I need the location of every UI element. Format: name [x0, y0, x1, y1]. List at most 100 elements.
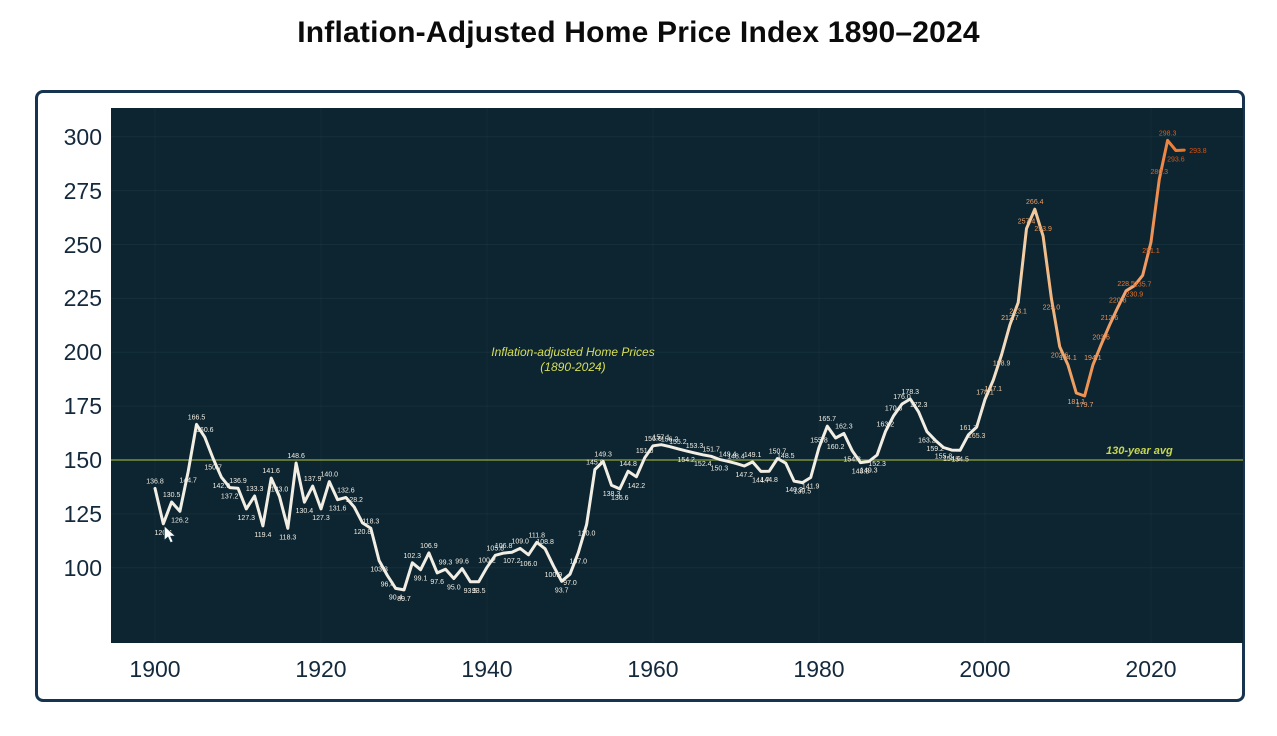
data-label: 148.4 — [727, 453, 745, 460]
data-label: 136.8 — [146, 478, 164, 485]
average-line-label: 130-year avg — [1106, 445, 1173, 457]
y-tick-label: 250 — [63, 231, 102, 258]
data-label: 149.4 — [719, 451, 737, 458]
data-label: 120.4 — [155, 530, 173, 537]
data-label: 128.2 — [345, 497, 363, 504]
data-label: 156.6 — [644, 436, 662, 443]
data-label: 228.5 — [1117, 281, 1135, 288]
data-label: 161.7 — [960, 425, 978, 432]
data-label: 96.4 — [381, 582, 395, 589]
data-label: 212.7 — [1001, 315, 1019, 322]
data-label: 142.0 — [213, 483, 231, 490]
data-label: 140.2 — [785, 487, 803, 494]
x-tick-label: 2000 — [959, 656, 1011, 682]
data-label: 108.8 — [536, 539, 554, 546]
data-label: 154.3 — [843, 457, 861, 464]
data-label: 100.9 — [545, 572, 563, 579]
data-label: 298.3 — [1159, 130, 1177, 137]
data-label: 144.7 — [179, 477, 197, 484]
data-label: 150.7 — [204, 464, 222, 471]
data-label: 99.3 — [439, 559, 453, 566]
data-label: 144.7 — [752, 477, 770, 484]
x-tick-label: 1960 — [627, 656, 679, 682]
data-label: 107.0 — [570, 559, 588, 566]
data-label: 126.2 — [171, 517, 189, 524]
x-tick-label: 1920 — [295, 656, 347, 682]
plot-area: 130-year avg Inflation-adjusted Home Pric… — [111, 108, 1243, 643]
data-label: 107.2 — [503, 558, 521, 565]
data-label: 181.1 — [1068, 399, 1086, 406]
data-label: 90.4 — [389, 594, 403, 601]
data-label: 178.3 — [902, 389, 920, 396]
data-label: 157.1 — [653, 435, 671, 442]
page-title: Inflation-Adjusted Home Price Index 1890… — [297, 16, 980, 49]
data-label: 165.7 — [819, 416, 837, 423]
y-tick-label: 100 — [63, 554, 102, 581]
data-label: 102.3 — [404, 553, 422, 560]
data-label: 100.2 — [478, 557, 496, 564]
data-label: 151.0 — [636, 448, 654, 455]
data-label: 155.8 — [810, 438, 828, 445]
data-label: 148.8 — [852, 469, 870, 476]
data-label: 142.2 — [628, 483, 646, 490]
data-label: 95.0 — [447, 585, 461, 592]
data-label: 141.9 — [802, 483, 820, 490]
y-tick-label: 200 — [63, 339, 102, 366]
data-label: 155.8 — [935, 454, 953, 461]
data-label: 106.8 — [495, 543, 513, 550]
data-label: 160.6 — [196, 427, 214, 434]
data-label: 106.0 — [520, 561, 538, 568]
data-label: 155.2 — [669, 439, 687, 446]
data-label: 253.9 — [1034, 226, 1052, 233]
data-label: 140.0 — [321, 472, 339, 479]
x-tick-label: 1980 — [793, 656, 845, 682]
annotation-text: Inflation-adjusted Home Prices — [491, 345, 654, 359]
data-label: 139.5 — [794, 489, 812, 496]
data-label: 160.2 — [827, 444, 845, 451]
data-label: 220.8 — [1109, 297, 1127, 304]
data-label: 202.6 — [1051, 353, 1069, 360]
data-label: 106.9 — [420, 543, 438, 550]
gridlines — [111, 108, 1243, 643]
x-tick-label: 1940 — [461, 656, 513, 682]
data-label: 148.6 — [287, 453, 305, 460]
data-label: 127.3 — [238, 515, 256, 522]
data-label: 225.0 — [1043, 304, 1061, 311]
data-label: 149.1 — [744, 452, 762, 459]
data-label: 138.3 — [603, 491, 621, 498]
data-label: 118.3 — [279, 534, 296, 541]
data-label: 153.3 — [686, 443, 704, 450]
data-label: 99.6 — [455, 559, 469, 566]
data-label: 280.3 — [1151, 169, 1169, 176]
data-label: 162.3 — [835, 423, 853, 430]
data-label: 235.7 — [1134, 281, 1152, 288]
data-label: 150.7 — [769, 448, 787, 455]
data-label: 136.9 — [229, 478, 247, 485]
data-label: 127.3 — [312, 515, 330, 522]
y-tick-label: 125 — [63, 500, 102, 527]
data-label: 154.6 — [943, 456, 961, 463]
data-label: 176.0 — [893, 394, 911, 401]
data-label: 198.9 — [993, 361, 1011, 368]
data-label: 156.2 — [661, 437, 679, 444]
data-label: 93.5 — [472, 588, 486, 595]
data-labels: 136.8 120.4 130.5 126.2 144.7 166.5 160.6 150.7… — [146, 130, 1207, 603]
data-label: 137.2 — [221, 494, 239, 501]
y-tick-label: 225 — [63, 285, 102, 312]
data-label: 212.6 — [1101, 315, 1119, 322]
data-label: 223.1 — [1009, 308, 1027, 315]
price-line — [153, 138, 1186, 592]
data-label: 293.8 — [1189, 148, 1207, 155]
data-label: 118.3 — [362, 518, 379, 525]
data-label: 99.1 — [414, 576, 428, 583]
chart-frame: 130-year avg Inflation-adjusted Home Pric… — [35, 90, 1245, 702]
data-label: 133.0 — [271, 487, 289, 494]
data-label: 109.0 — [511, 538, 529, 545]
data-label: 141.6 — [262, 468, 280, 475]
data-label: 148.5 — [777, 453, 795, 460]
data-label: 150.3 — [711, 465, 729, 472]
data-label: 136.6 — [611, 495, 629, 502]
data-label: 89.7 — [397, 596, 411, 603]
data-label: 149.3 — [860, 468, 878, 475]
data-label: 119.4 — [254, 532, 271, 539]
